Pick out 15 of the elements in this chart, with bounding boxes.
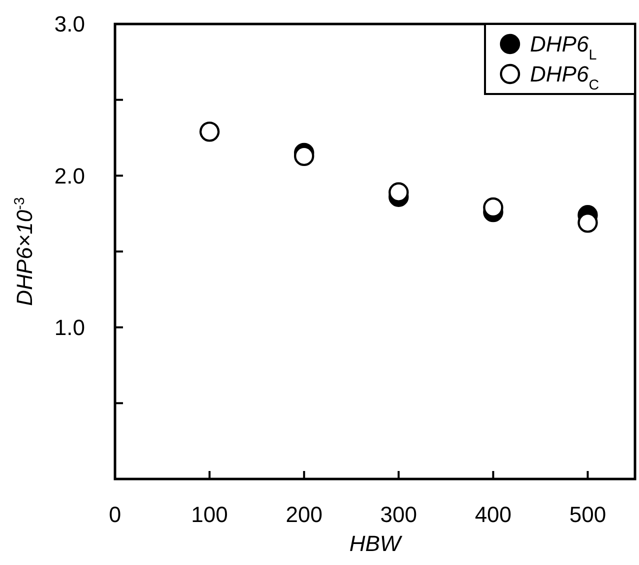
y-tick-label: 1.0 — [54, 315, 85, 340]
x-tick-label: 400 — [474, 502, 512, 527]
point — [578, 212, 598, 233]
point — [199, 122, 220, 142]
y-tick-label: 3.0 — [54, 12, 85, 37]
x-tick-label: 300 — [380, 502, 417, 527]
legend-label: DHP6$_{L}$ — [530, 32, 597, 64]
x-axis-title: HBW — [349, 531, 403, 556]
x-tick-label: 200 — [286, 502, 322, 527]
legend-label: DHP6$_{C}$ — [530, 62, 600, 94]
y-tick-label: 2.0 — [54, 163, 85, 188]
point — [388, 182, 409, 202]
x-tick-label: 0 — [108, 502, 122, 527]
x-tick-label: 100 — [191, 502, 228, 527]
x-tick-label: 500 — [569, 502, 606, 527]
